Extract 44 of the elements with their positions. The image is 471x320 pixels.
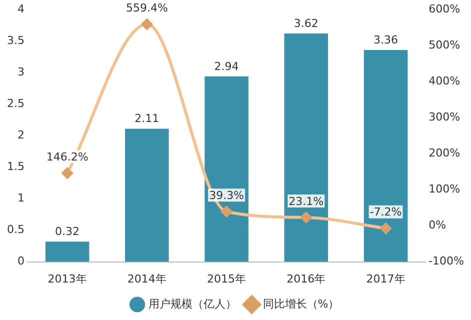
y2-tick-label: 500% (428, 38, 460, 52)
y-tick-label: 1.5 (6, 160, 24, 174)
data-label: 146.2% (46, 150, 88, 164)
y-tick-label: 4 (17, 2, 24, 16)
legend-label: 用户规模（亿人） (148, 297, 236, 310)
x-tick-label: 2017年 (366, 272, 406, 286)
y-tick-label: 2.5 (6, 97, 24, 110)
y2-tick-label: 600% (428, 2, 460, 16)
point (380, 222, 392, 234)
data-label: 3.36 (374, 33, 398, 46)
point (141, 18, 152, 30)
data-label: 2.11 (134, 112, 160, 126)
data-label: 39.3% (209, 188, 244, 202)
y-tick-label: 1 (17, 192, 24, 205)
y-tick-label: 3.5 (6, 34, 24, 47)
y2-tick-label: -100% (428, 254, 464, 268)
bar (45, 242, 90, 262)
y-tick-label: 3 (17, 66, 24, 79)
bar (364, 50, 408, 262)
data-label: 23.1% (288, 194, 324, 208)
bar (204, 76, 248, 262)
x-tick-label: 2015年 (207, 272, 246, 286)
data-label: -7.2% (370, 206, 402, 219)
y2-tick-label: 400% (428, 74, 460, 88)
point (221, 206, 232, 218)
data-label: 2.94 (214, 60, 239, 73)
x-tick-label: 2013年 (48, 272, 87, 286)
y-tick-label: 2 (17, 128, 24, 142)
point (62, 168, 73, 179)
bar (284, 34, 328, 262)
y-tick-label: 0 (17, 254, 24, 268)
data-label: 3.62 (294, 16, 318, 30)
legend-label: 同比增长（%） (262, 297, 340, 310)
y2-tick-label: 300% (428, 110, 460, 124)
y-tick-label: 0.5 (6, 223, 24, 236)
y2-tick-label: 200% (428, 146, 460, 160)
x-tick-label: 2014年 (127, 272, 166, 286)
y2-tick-label: 0% (428, 218, 446, 232)
y2-tick-label: 100% (428, 182, 460, 196)
x-tick-label: 2016年 (286, 272, 326, 286)
data-label: 559.4% (126, 2, 168, 15)
bar (125, 128, 169, 262)
point (300, 212, 312, 223)
data-label: 0.32 (55, 224, 80, 238)
